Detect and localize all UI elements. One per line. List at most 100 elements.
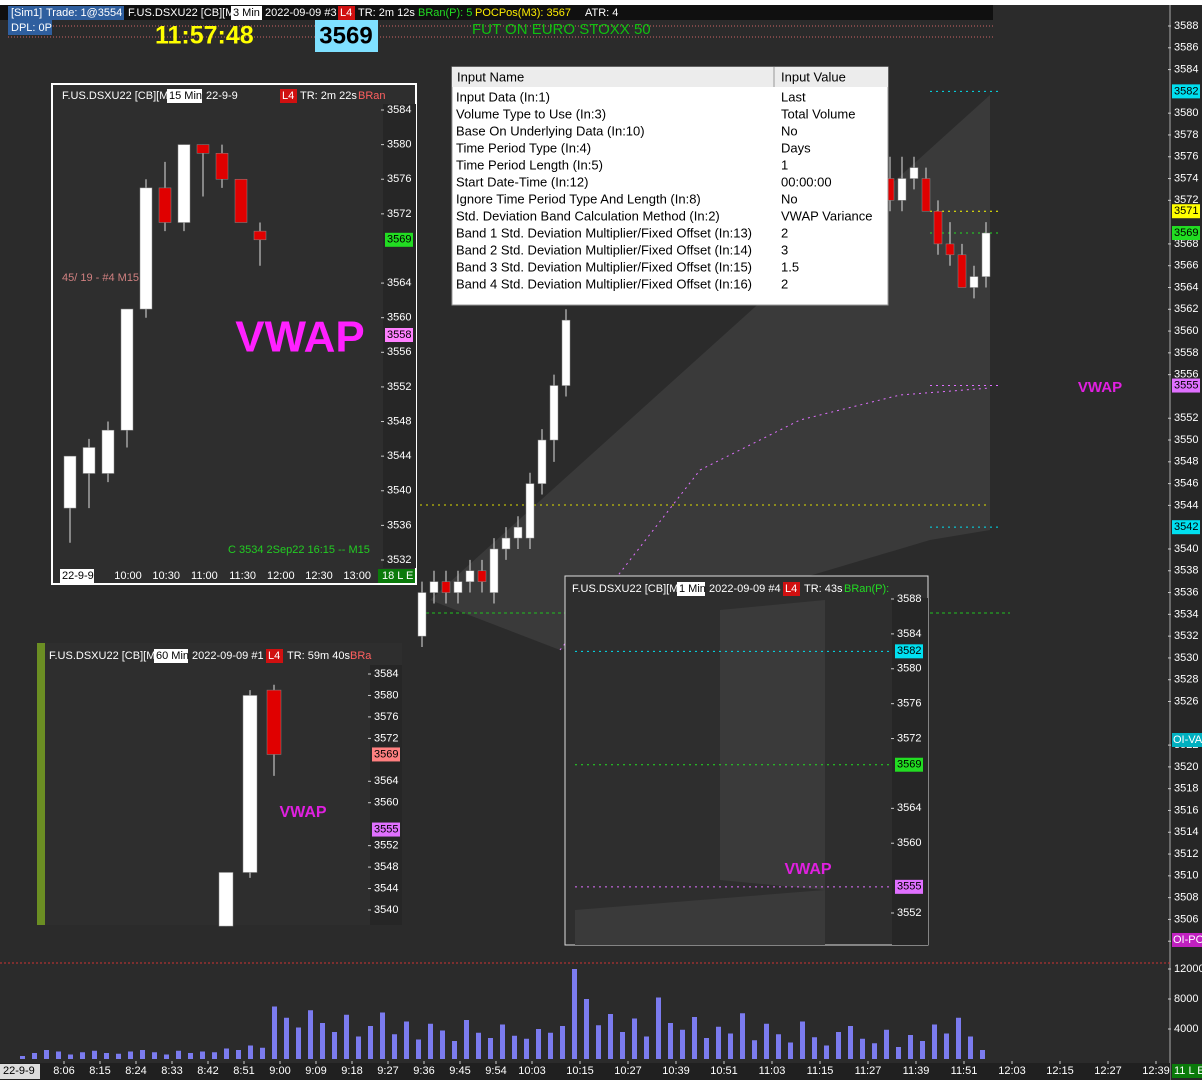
- y-tick-label: 3576: [374, 711, 398, 723]
- volume-bar: [776, 1034, 781, 1059]
- w-period: 60 Min: [156, 650, 189, 662]
- y-tick-label: 3572: [897, 732, 921, 744]
- price-marker: 3569: [897, 759, 921, 771]
- y-tick-label: 3572: [374, 732, 398, 744]
- volume-bar: [632, 1018, 637, 1059]
- y-tick-label: 3506: [1174, 913, 1198, 925]
- time-label: 12:00: [267, 570, 295, 582]
- volume-bar: [572, 969, 577, 1059]
- price-axis-bg: [1170, 5, 1202, 1080]
- y-tick-label: 3548: [1174, 456, 1198, 468]
- w-date-bg: [60, 569, 94, 583]
- price-marker-bg: [1172, 378, 1200, 393]
- date: 2022-09-09 #3: [265, 7, 337, 19]
- volume-bar: [176, 1050, 181, 1059]
- y-tick-label: 3566: [1174, 260, 1198, 272]
- volume-bar: [668, 1023, 673, 1059]
- w-period: 15 Min: [169, 90, 202, 102]
- volume-bar: [680, 1029, 685, 1059]
- trade: Trade: 1@3554: [46, 7, 122, 19]
- candle-body: [441, 581, 451, 593]
- time-label: 8:51: [233, 1065, 254, 1077]
- y-tick-label: 3552: [897, 907, 921, 919]
- volume-bar: [800, 1021, 805, 1059]
- atr: ATR: 4: [585, 7, 618, 19]
- input-value: 1: [781, 157, 788, 172]
- candle-body: [489, 548, 499, 593]
- input-name: Std. Deviation Band Calculation Method (…: [456, 208, 720, 223]
- volume-bar: [476, 1032, 481, 1059]
- y-tick-label: 3544: [374, 882, 398, 894]
- price-marker-bg: [895, 757, 923, 772]
- time-label: 9:54: [485, 1065, 506, 1077]
- input-value: No: [781, 123, 798, 138]
- volume-bar: [884, 1029, 889, 1059]
- w-vwap: VWAP: [235, 313, 365, 362]
- volume-bar: [116, 1053, 121, 1059]
- candle-body: [215, 153, 229, 180]
- y-tick-label: 3580: [897, 663, 921, 675]
- candle-body: [158, 187, 172, 223]
- y-tick-label: 3544: [387, 450, 411, 462]
- candle-body: [969, 276, 979, 288]
- inputs-table: [451, 66, 889, 306]
- volume-bar: [716, 1026, 721, 1059]
- y-tick-label: 3546: [1174, 478, 1198, 490]
- y-tick-label: 12000: [1174, 963, 1202, 975]
- volume-bar: [44, 1050, 49, 1059]
- time-label: 11:27: [855, 1065, 882, 1077]
- volume-bar: [752, 1040, 757, 1059]
- volume-bar: [860, 1038, 865, 1059]
- volume-bar: [740, 1013, 745, 1059]
- volume-bar: [728, 1033, 733, 1059]
- time-label: 9:18: [341, 1065, 362, 1077]
- time-label: 10:03: [518, 1065, 546, 1077]
- volume-bar: [608, 1014, 613, 1059]
- time-label: 13:00: [343, 570, 371, 582]
- y-tick-label: 3584: [374, 668, 398, 680]
- time-label: 9:09: [305, 1065, 326, 1077]
- w-instrument: F.US.DSXU22 [CB][M]: [49, 650, 158, 662]
- volume-bar: [68, 1054, 73, 1059]
- y-tick-label: 3534: [1174, 608, 1198, 620]
- price-marker: 3555: [374, 823, 398, 835]
- side-label-bg: [1172, 1064, 1202, 1078]
- candle-body: [120, 308, 134, 431]
- price-marker: 3571: [1174, 205, 1198, 217]
- price-marker-bg: [1172, 226, 1200, 241]
- side-label-bg: [1172, 933, 1202, 947]
- y-tick-label: 3512: [1174, 848, 1198, 860]
- window-axis-bg: [370, 665, 402, 925]
- account-bg: [8, 6, 124, 20]
- y-tick-label: 3564: [897, 802, 921, 814]
- y-tick-label: 3540: [387, 485, 411, 497]
- volume-bar: [368, 1026, 373, 1059]
- w-close-info: C 3534 2Sep22 16:15 -- M15: [228, 544, 370, 556]
- input-value: No: [781, 191, 798, 206]
- candle-body: [242, 695, 258, 873]
- time-label: 11:03: [759, 1065, 786, 1077]
- price-marker: 3555: [1174, 379, 1198, 391]
- price-marker: 3555: [897, 881, 921, 893]
- w-period-bg: [677, 582, 705, 596]
- volume-bar: [644, 1036, 649, 1059]
- y-tick-label: 3584: [1174, 63, 1198, 75]
- volume-bar: [584, 999, 589, 1059]
- y-tick-label: 3584: [387, 104, 411, 116]
- time-label: 12:03: [998, 1065, 1026, 1077]
- volume-bar: [596, 1025, 601, 1059]
- candle-body: [82, 447, 96, 474]
- y-tick-label: 3586: [1174, 42, 1198, 54]
- candle-body: [501, 537, 511, 550]
- volume-bar: [416, 1039, 421, 1059]
- w-date: 2022-09-09 #4: [709, 583, 781, 595]
- volume-bar: [188, 1053, 193, 1059]
- w-level: L4: [268, 650, 280, 662]
- date-bg: [0, 1064, 40, 1079]
- band: [575, 890, 825, 945]
- volume-bar: [164, 1054, 169, 1059]
- y-tick-label: 3580: [387, 139, 411, 151]
- date-label: 22-9-9: [3, 1065, 35, 1077]
- time-label: 9:00: [269, 1065, 290, 1077]
- volume-bar: [704, 1038, 709, 1059]
